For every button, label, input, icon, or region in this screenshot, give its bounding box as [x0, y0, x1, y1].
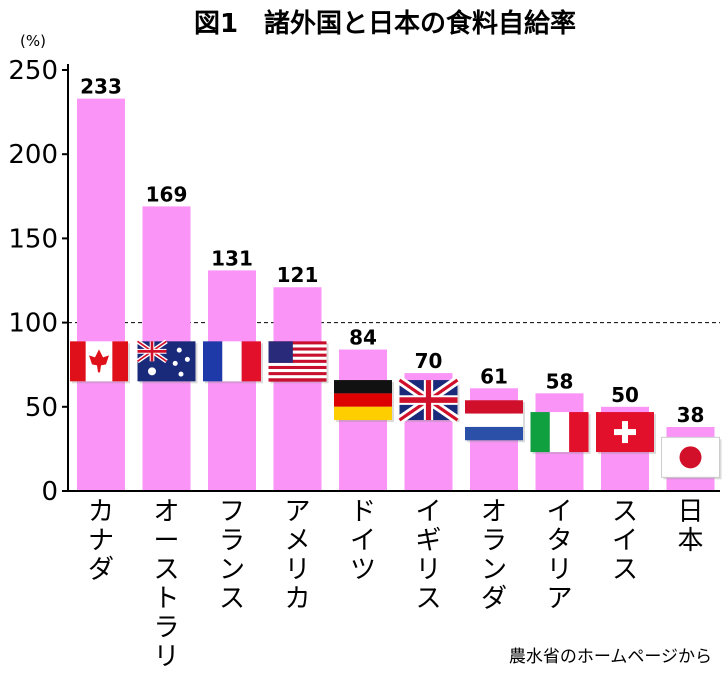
value-label-3: 121: [277, 263, 319, 287]
france-flag: [203, 341, 263, 384]
uk-flag: [397, 376, 460, 424]
y-tick-label-5: 250: [8, 56, 58, 86]
y-tick-label-1: 50: [25, 393, 58, 423]
value-label-9: 38: [677, 403, 705, 427]
category-label-8: スイス: [612, 497, 638, 585]
bar-0: [77, 98, 125, 492]
y-axis-unit: (%): [20, 32, 46, 50]
value-label-0: 233: [80, 75, 122, 99]
category-label-0: カナダ: [88, 497, 114, 585]
switzerland-flag: [596, 412, 656, 455]
y-tick-label-0: 0: [41, 477, 58, 507]
bar-3: [273, 287, 322, 491]
category-label-3: アメリカ: [284, 497, 310, 614]
value-label-5: 70: [415, 349, 443, 373]
italy-flag: [530, 412, 591, 455]
value-label-4: 84: [349, 326, 377, 350]
value-label-2: 131: [211, 246, 253, 270]
canada-flag: [70, 341, 130, 384]
netherlands-flag: [465, 400, 525, 443]
bar-4: [339, 349, 387, 491]
category-label-7: イタリア: [546, 497, 572, 614]
usa-flag: [268, 341, 329, 384]
category-label-5: イギリス: [415, 497, 441, 614]
chart-title: 図1 諸外国と日本の食料自給率: [194, 8, 576, 39]
y-tick-label-2: 100: [8, 309, 58, 339]
y-tick-label-4: 200: [8, 140, 58, 170]
value-label-1: 169: [146, 182, 188, 206]
value-label-7: 58: [546, 369, 574, 393]
category-label-2: フランス: [219, 497, 245, 614]
germany-flag: [334, 380, 394, 423]
value-label-6: 61: [480, 364, 508, 388]
value-label-8: 50: [611, 383, 639, 407]
australia-flag: [136, 339, 198, 384]
source-note: 農水省のホームページから: [509, 647, 712, 667]
japan-flag: [661, 436, 722, 480]
category-label-9: 日本: [677, 497, 703, 556]
category-label-4: ドイツ: [350, 497, 376, 585]
category-label-1: オーストラリア: [153, 497, 179, 674]
y-tick-label-3: 150: [8, 224, 58, 254]
category-label-6: オランダ: [481, 497, 507, 614]
